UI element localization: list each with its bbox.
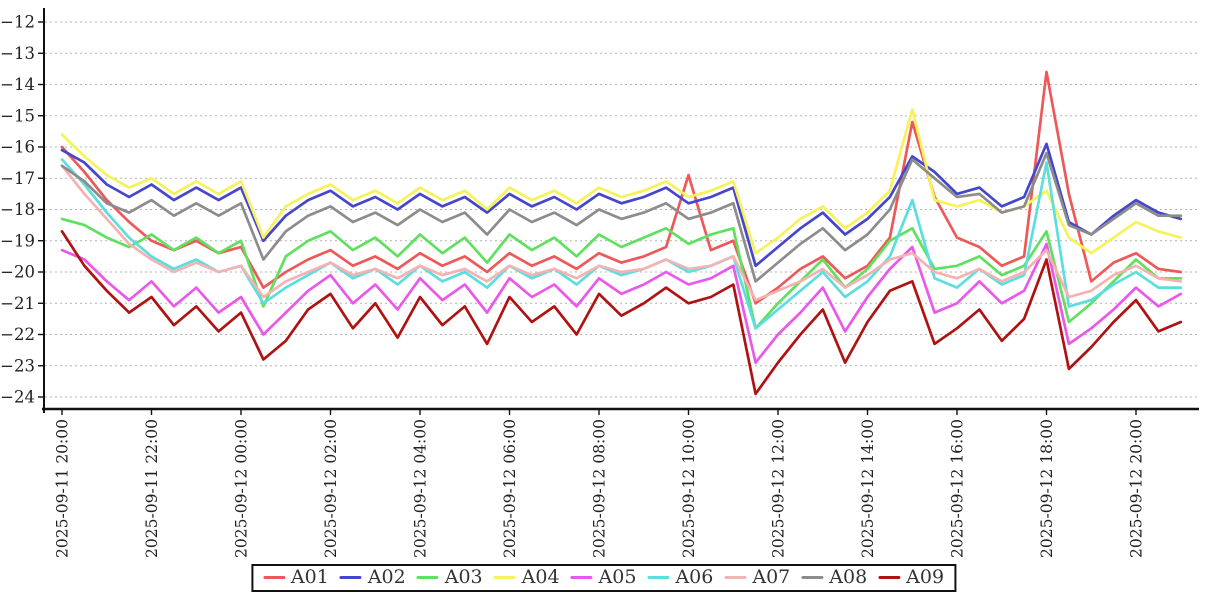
x-tick-label: 2025-09-11 22:00 <box>143 419 161 558</box>
x-tick-label: 2025-09-12 14:00 <box>859 419 877 558</box>
y-tick-label: −18 <box>0 200 35 219</box>
legend-swatch-icon <box>724 575 747 580</box>
legend-label: A02 <box>367 566 406 588</box>
y-tick-label: −19 <box>0 231 35 250</box>
x-tick-label: 2025-09-12 20:00 <box>1128 419 1146 558</box>
x-tick-label: 2025-09-12 04:00 <box>412 419 430 558</box>
legend-item-A01: A01 <box>262 566 329 588</box>
y-tick-label: −23 <box>0 356 35 375</box>
y-tick-label: −17 <box>0 169 35 188</box>
series-line-A03 <box>60 217 1183 330</box>
x-tick-label: 2025-09-12 12:00 <box>770 419 788 558</box>
y-tick-label: −13 <box>0 44 35 63</box>
series-line-A05 <box>60 242 1183 364</box>
x-tick-label: 2025-09-11 20:00 <box>54 419 72 558</box>
legend-swatch-icon <box>262 575 285 580</box>
legend-label: A08 <box>829 566 868 588</box>
chart-legend: A01 A02 A03 A04 A05 A06 A07 A08 A09 <box>250 564 957 592</box>
legend-swatch-icon <box>416 575 439 580</box>
legend-label: A06 <box>675 566 714 588</box>
legend-item-A07: A07 <box>724 568 790 587</box>
legend-item-A03: A03 <box>416 566 483 588</box>
legend-swatch-icon <box>878 575 901 580</box>
legend-swatch-icon <box>647 575 670 580</box>
legend-label: A07 <box>752 566 791 588</box>
legend-label: A01 <box>290 566 329 588</box>
legend-swatch-icon <box>570 575 593 580</box>
x-tick-label: 2025-09-12 08:00 <box>591 419 609 558</box>
series-line-A08 <box>60 151 1183 283</box>
series-line-A07 <box>60 164 1183 302</box>
legend-swatch-icon <box>801 575 824 580</box>
x-tick-label: 2025-09-12 02:00 <box>322 419 340 558</box>
legend-label: A05 <box>598 566 637 588</box>
x-tick-label: 2025-09-12 18:00 <box>1038 419 1056 558</box>
y-tick-label: −22 <box>0 325 35 344</box>
legend-item-A04: A04 <box>493 566 560 588</box>
y-tick-label: −16 <box>0 138 35 157</box>
y-tick-label: −21 <box>0 294 35 313</box>
y-tick-label: −20 <box>0 263 35 282</box>
series-line-A02 <box>60 142 1183 268</box>
legend-label: A03 <box>444 566 483 588</box>
legend-label: A09 <box>906 566 945 588</box>
legend-item-A05: A05 <box>570 566 637 588</box>
y-tick-label: −15 <box>0 106 35 125</box>
legend-item-A09: A09 <box>878 568 944 587</box>
x-tick-label: 2025-09-12 10:00 <box>680 419 698 558</box>
legend-swatch-icon <box>493 575 516 580</box>
legend-item-A02: A02 <box>339 566 406 588</box>
legend-item-A08: A08 <box>801 568 867 587</box>
y-tick-label: −12 <box>0 13 35 32</box>
legend-item-A06: A06 <box>647 568 713 587</box>
x-tick-label: 2025-09-12 06:00 <box>501 419 519 558</box>
x-tick-label: 2025-09-12 00:00 <box>233 419 251 558</box>
legend-label: A04 <box>521 566 560 588</box>
y-tick-label: −24 <box>0 388 35 407</box>
legend-swatch-icon <box>339 575 362 580</box>
series-line-A04 <box>60 108 1183 255</box>
y-tick-label: −14 <box>0 75 35 94</box>
series-line-A09 <box>60 230 1183 396</box>
x-tick-label: 2025-09-12 16:00 <box>949 419 967 558</box>
